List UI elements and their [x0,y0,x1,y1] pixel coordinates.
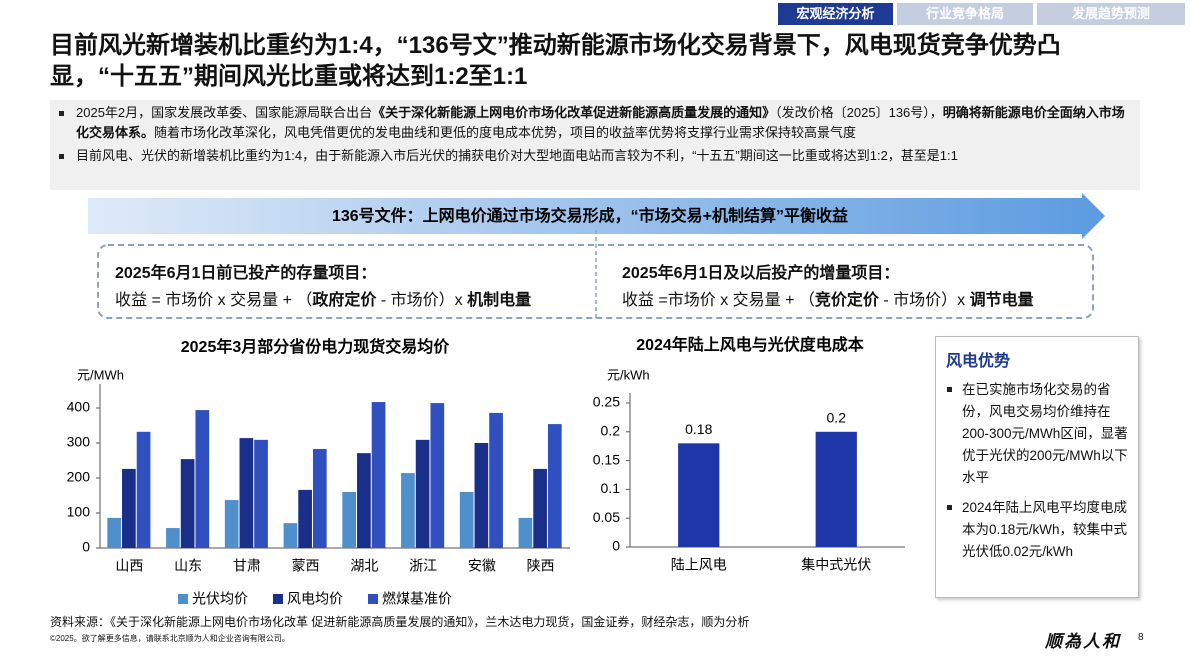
bar [815,431,857,547]
x-tick-label: 浙江 [409,558,437,574]
x-tick-label: 山东 [174,558,202,574]
logo: 顺為人和 [1045,632,1121,651]
tab[interactable]: 发展趋势预测 [1037,3,1185,25]
bar [357,453,371,548]
x-tick-label: 甘肃 [233,558,261,574]
legend-label: 燃煤基准价 [382,591,452,607]
text-segment: 调节电量 [969,292,1034,309]
banner-text: 136号文件：上网电价通过市场交易形成，“市场交易+机制结算”平衡收益 [332,206,848,225]
y-tick-label: 0.25 [593,394,620,410]
legend-swatch [273,594,283,604]
bar [342,492,357,548]
y-tick-label: 0.2 [601,423,621,439]
text-segment: - 市场价）x [376,292,468,309]
y-tick-label: 300 [67,434,91,450]
axis-unit: 元/kWh [607,367,650,382]
y-tick-label: 0 [82,539,90,555]
x-tick-label: 安徽 [468,558,496,574]
text-segment: 收益 = 市场价 x 交易量 + （ [115,292,313,309]
text-segment: 机制电量 [467,292,532,309]
formula-left: 2025年6月1日前已投产的存量项目： 收益 = 市场价 x 交易量 + （政府… [115,260,531,314]
text-segment: 政府定价 [312,292,377,309]
bar [371,402,386,548]
text-segment: 随着市场化改革深化，风电凭借更优的发电曲线和更低的度电成本优势，项目的收益率优势… [154,125,857,140]
bullet: 2025年2月，国家发展改革委、国家能源局联合出台《关于深化新能源上网电价市场化… [50,100,1140,143]
copyright: ©2025。欲了解更多信息，请联系北京顺为人和企业咨询有限公司。 [50,634,290,643]
bar [401,473,415,548]
x-tick-label: 山西 [115,558,143,574]
y-tick-label: 100 [67,504,91,520]
bar [122,468,136,548]
data-label: 0.18 [685,421,712,437]
text-segment: 明确将新能源电价全面纳入市场化交易体系。 [76,105,1125,140]
bar [136,431,151,548]
bar [224,500,239,548]
bar [298,489,312,548]
source: 资料来源：《关于深化新能源上网电价市场化改革 促进新能源高质量发展的通知》，兰木… [50,615,750,629]
tab[interactable]: 行业竞争格局 [897,3,1033,25]
bar [166,528,180,548]
x-tick-label: 湖北 [350,558,378,574]
box-heading: 2025年6月1日前已投产的存量项目： [115,265,377,282]
legend-swatch [368,594,378,604]
sidebar: 风电优势 在已实施市场化交易的省份，风电交易均价维持在200-300元/MWh区… [935,336,1139,598]
bullet: 目前风电、光伏的新增装机比重约为1:4，由于新能源入市后光伏的捕获电价对大型地面… [50,143,1140,166]
x-tick-label: 陆上风电 [671,557,727,573]
bar [533,468,547,548]
bar [459,492,474,548]
sidebar-title: 风电优势 [946,353,1011,370]
chart-title: 2024年陆上风电与光伏度电成本 [636,335,864,354]
text-segment: 《关于深化新能源上网电价市场化改革促进新能源高质量发展的通知》 [372,105,776,120]
formula-right: 2025年6月1日及以后投产的增量项目： 收益 =市场价 x 交易量 + （竞价… [622,260,1034,314]
bar [195,410,210,548]
text-segment: 2025年2月，国家发展改革委、国家能源局联合出台 [76,105,373,120]
bar [518,517,533,548]
bar [107,517,122,548]
x-tick-label: 陕西 [527,558,555,574]
text-segment: - 市场价）x [878,292,970,309]
axis-unit: 元/MWh [77,367,124,382]
bar [547,424,562,548]
x-tick-label: 蒙西 [292,558,320,574]
bar [430,403,445,548]
sidebar-item: 2024年陆上风电平均度电成本为0.18元/kWh，较集中式光伏低0.02元/k… [936,497,1138,563]
bar [474,443,489,548]
text-segment: 目前风电、光伏的新增装机比重约为1:4，由于新能源入市后光伏的捕获电价对大型地面… [76,148,958,163]
box-heading: 2025年6月1日及以后投产的增量项目： [622,265,900,282]
bullet-panel: 2025年2月，国家发展改革委、国家能源局联合出台《关于深化新能源上网电价市场化… [50,100,1140,190]
bar [415,439,430,548]
legend-swatch [178,594,188,604]
box-formula: 收益 = 市场价 x 交易量 + （政府定价 - 市场价）x 机制电量 [115,287,531,314]
banner-arrow [88,193,1105,239]
y-tick-label: 0.1 [601,480,621,496]
bar [283,523,298,548]
box-formula: 收益 =市场价 x 交易量 + （竞价定价 - 市场价）x 调节电量 [622,287,1034,314]
tab[interactable]: 宏观经济分析 [778,3,893,25]
bar [678,443,720,547]
page-number: 8 [1138,632,1144,643]
chart-title: 2025年3月部分省份电力现货交易均价 [181,337,450,356]
sidebar-item: 在已实施市场化交易的省份，风电交易均价维持在200-300元/MWh区间，显著优… [936,379,1138,489]
bar [254,439,268,548]
slide-title: 目前风光新增装机比重约为1:4，“136号文”推动新能源市场化交易背景下，风电现… [50,32,1061,90]
y-tick-label: 200 [67,469,91,485]
text-segment: 收益 =市场价 x 交易量 + （ [622,292,815,309]
legend-label: 风电均价 [287,591,343,607]
text-segment: （发改价格〔2025〕136号）， [775,105,943,120]
x-tick-label: 集中式光伏 [801,557,871,573]
bar [239,438,254,548]
legend-label: 光伏均价 [192,591,248,607]
y-tick-label: 0.15 [593,451,620,467]
y-tick-label: 0 [612,538,620,554]
data-label: 0.2 [827,410,847,426]
bar [180,459,195,548]
y-tick-label: 400 [67,399,91,415]
bar [312,448,327,548]
bar [489,412,503,548]
text-segment: 竞价定价 [814,292,879,309]
y-tick-label: 0.05 [593,509,620,525]
